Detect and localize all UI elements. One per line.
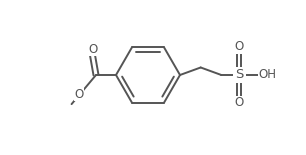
Text: O: O bbox=[75, 88, 84, 101]
Text: O: O bbox=[235, 40, 244, 53]
Text: O: O bbox=[88, 43, 97, 56]
Text: O: O bbox=[235, 97, 244, 109]
Text: OH: OH bbox=[258, 69, 276, 82]
Text: S: S bbox=[235, 69, 244, 82]
